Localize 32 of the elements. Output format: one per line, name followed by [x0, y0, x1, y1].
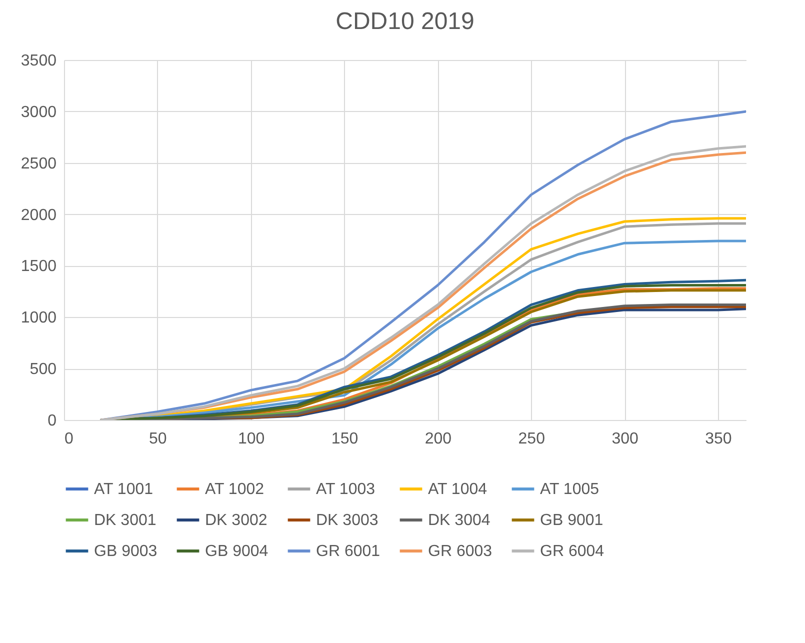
legend-label: GB 9004 — [205, 543, 268, 560]
legend-label: AT 1001 — [94, 481, 154, 498]
legend-label: AT 1005 — [540, 481, 600, 498]
x-tick-label: 350 — [705, 430, 732, 448]
y-tick-label: 1000 — [20, 310, 57, 327]
legend-label: AT 1002 — [205, 481, 264, 498]
y-tick-label: 500 — [30, 361, 57, 378]
x-tick-label: 0 — [64, 430, 74, 448]
x-tick-label: 100 — [238, 430, 265, 448]
legend-label: GR 6003 — [428, 543, 492, 560]
x-tick-label: 300 — [612, 430, 638, 448]
legend-label: AT 1003 — [316, 481, 376, 498]
legend-label: GR 6001 — [316, 543, 380, 560]
y-tick-label: 3500 — [20, 52, 57, 70]
legend-label: DK 3001 — [94, 512, 156, 529]
y-tick-label: 1500 — [20, 258, 57, 276]
legend-label: DK 3003 — [316, 512, 378, 529]
legend-label: GB 9003 — [94, 543, 158, 560]
chart-title: CDD10 2019 — [336, 8, 474, 35]
y-tick-label: 2000 — [20, 206, 57, 224]
legend-label: AT 1004 — [428, 481, 488, 498]
x-tick-label: 250 — [518, 430, 546, 448]
x-tick-label: 200 — [424, 430, 452, 448]
legend-label: GR 6004 — [540, 543, 604, 560]
legend-label: GB 9001 — [540, 512, 604, 529]
x-tick-label: 50 — [149, 430, 167, 448]
legend-label: DK 3002 — [205, 512, 268, 529]
legend-label: DK 3004 — [428, 512, 490, 529]
x-tick-label: 150 — [331, 430, 358, 448]
y-tick-label: 2500 — [20, 155, 57, 172]
y-tick-label: 0 — [48, 412, 57, 430]
y-tick-label: 3000 — [20, 104, 57, 121]
